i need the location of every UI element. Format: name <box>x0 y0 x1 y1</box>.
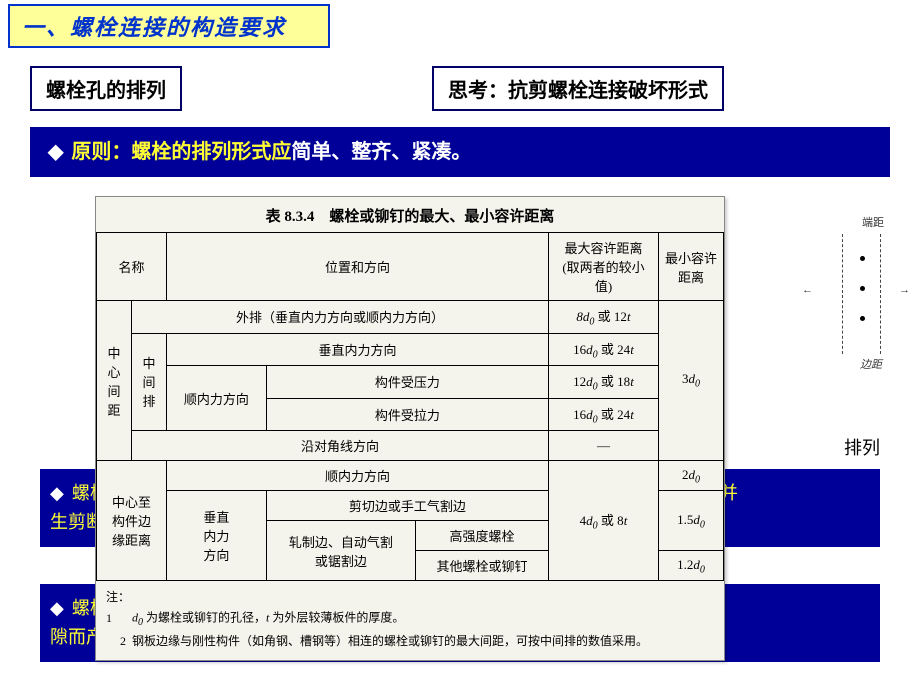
principle-band: ◆ 原则：螺栓的排列形式应简单、整齐、紧凑。 <box>30 127 890 177</box>
cell-name2: 中心至 构件边 缘距离 <box>97 461 167 581</box>
th-max: 最大容许距离 (取两者的较小值) <box>549 233 659 301</box>
th-name: 名称 <box>97 233 167 301</box>
principle-mid: 螺栓的排列形式应 <box>131 141 291 163</box>
side-label-top: 端距 <box>862 214 902 230</box>
principle-prefix: 原则： <box>71 141 131 163</box>
cell: — <box>549 431 659 461</box>
side-label-paile: 排列 <box>844 434 880 460</box>
cell: 12d0 或 18t <box>549 366 659 399</box>
cell: 高强度螺栓 <box>416 521 549 551</box>
subheader-row: 螺栓孔的排列 思考：抗剪螺栓连接破坏形式 <box>30 66 890 111</box>
cell: 顺内力方向 <box>167 461 549 491</box>
cell: 垂直内力方向 <box>167 333 549 366</box>
spec-table: 名称 位置和方向 最大容许距离 (取两者的较小值) 最小容许 距离 中 心 间 … <box>96 232 724 581</box>
note-label-2: 2 <box>106 631 132 651</box>
cell: 沿对角线方向 <box>132 431 549 461</box>
cell: 外排（垂直内力方向或顺内力方向） <box>132 301 549 334</box>
cell: 4d0 或 8t <box>549 461 659 581</box>
th-direction: 位置和方向 <box>167 233 549 301</box>
table-row: 中心至 构件边 缘距离 顺内力方向 4d0 或 8t 2d0 <box>97 461 724 491</box>
cell: 构件受拉力 <box>266 398 548 431</box>
th-min: 最小容许 距离 <box>659 233 724 301</box>
cell-min1: 3d0 <box>659 301 724 461</box>
table-title: 表 8.3.4 螺栓或铆钉的最大、最小容许距离 <box>96 197 724 232</box>
table-row: 中 心 间 距 外排（垂直内力方向或顺内力方向） 8d0 或 12t 3d0 <box>97 301 724 334</box>
cell: 16d0 或 24t <box>549 333 659 366</box>
cell: 16d0 或 24t <box>549 398 659 431</box>
table-notes: 注：1d0 为螺栓或铆钉的孔径，t 为外层较薄板件的厚度。 2钢板边缘与刚性构件… <box>96 581 724 659</box>
sub-left-box: 螺栓孔的排列 <box>30 66 182 111</box>
cell: 2d0 <box>659 461 724 491</box>
sub-right-box: 思考：抗剪螺栓连接破坏形式 <box>432 66 724 111</box>
cell: 其他螺栓或铆钉 <box>416 551 549 581</box>
principle-suffix: 简单、整齐、紧凑。 <box>291 141 471 163</box>
cell: 轧制边、自动气割 或锯割边 <box>266 521 415 581</box>
cell: 顺内力方向 <box>167 366 267 431</box>
cell: 1.5d0 <box>659 491 724 551</box>
side-label-bottom: 边距 <box>860 356 902 372</box>
table-row: 顺内力方向 构件受压力 12d0 或 18t <box>97 366 724 399</box>
section-title: 一、螺栓连接的构造要求 <box>8 4 330 48</box>
table-header-row: 名称 位置和方向 最大容许距离 (取两者的较小值) 最小容许 距离 <box>97 233 724 301</box>
side-diagram: 端距 ← → 边距 <box>832 214 902 372</box>
cell: 8d0 或 12t <box>549 301 659 334</box>
cell: 剪切边或手工气割边 <box>266 491 548 521</box>
cell: 1.2d0 <box>659 551 724 581</box>
spec-table-container: 表 8.3.4 螺栓或铆钉的最大、最小容许距离 名称 位置和方向 最大容许距离 … <box>95 196 725 661</box>
cell: 垂直 内力 方向 <box>167 491 267 581</box>
note-2-text: 钢板边缘与刚性构件（如角钢、槽钢等）相连的螺栓或铆钉的最大间距，可按中间排的数值… <box>132 634 648 648</box>
diamond-icon: ◆ <box>48 141 63 163</box>
cell-name1b: 中 间 排 <box>132 333 167 431</box>
table-row: 沿对角线方向 — <box>97 431 724 461</box>
cell-name1: 中 心 间 距 <box>97 301 132 461</box>
table-row: 中 间 排 垂直内力方向 16d0 或 24t <box>97 333 724 366</box>
note-label-1: 注：1 <box>106 587 132 628</box>
cell: 构件受压力 <box>266 366 548 399</box>
